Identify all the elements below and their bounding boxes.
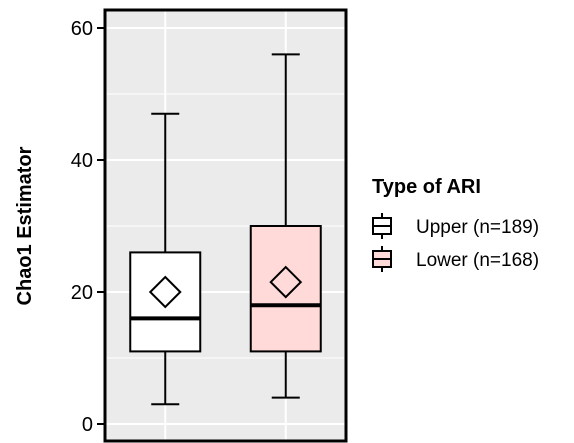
y-tick-label: 0 xyxy=(82,414,93,436)
y-tick-label: 40 xyxy=(71,150,93,172)
box-iqr xyxy=(129,251,202,353)
y-tick-label: 60 xyxy=(71,18,93,40)
y-axis: 0 20 40 60 xyxy=(71,18,105,436)
legend-label: Lower (n=168) xyxy=(416,250,539,271)
panel-border xyxy=(103,8,348,443)
box-layer xyxy=(103,8,348,443)
box-2 xyxy=(249,53,322,399)
legend: Type of ARI Upper (n=189) Lower (n=168) xyxy=(372,176,539,272)
legend-item-1: Upper (n=189) xyxy=(372,213,539,239)
legend-item-2: Lower (n=168) xyxy=(372,246,539,272)
legend-label: Upper (n=189) xyxy=(416,217,539,238)
legend-title: Type of ARI xyxy=(372,176,481,198)
box-iqr xyxy=(249,225,322,353)
mean-marker xyxy=(269,265,303,299)
y-tick-label: 20 xyxy=(71,282,93,304)
box-1 xyxy=(129,112,202,406)
mean-marker xyxy=(148,275,182,309)
y-axis-title: Chao1 Estimator xyxy=(14,146,36,305)
